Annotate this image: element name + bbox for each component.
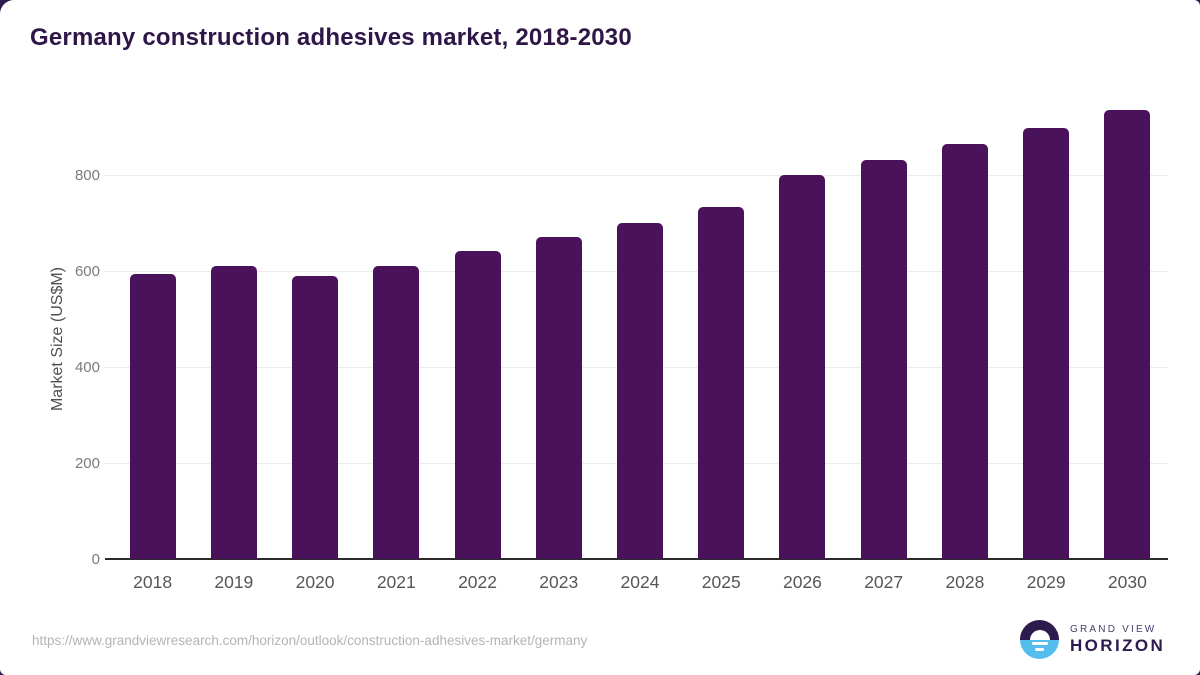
- source-url: https://www.grandviewresearch.com/horizo…: [32, 633, 588, 648]
- y-tick-label-0: 0: [91, 551, 100, 568]
- bar-2029: [1023, 127, 1070, 559]
- brand-logo: GRAND VIEW HORIZON: [1020, 620, 1165, 659]
- bar-2024: [617, 222, 663, 559]
- logo-horizon-text: HORIZON: [1070, 636, 1166, 655]
- x-tick-label-2020: 2020: [295, 572, 335, 592]
- x-tick-label-2028: 2028: [945, 572, 985, 592]
- x-tick-label-2025: 2025: [701, 572, 741, 592]
- bar-2023: [535, 237, 582, 559]
- logo-grand-view-text: GRAND VIEW: [1070, 624, 1157, 635]
- bar-2025: [698, 207, 745, 559]
- x-tick-label-2018: 2018: [133, 572, 173, 592]
- x-tick-label-2029: 2029: [1026, 572, 1066, 592]
- y-tick-label-800: 800: [74, 167, 100, 184]
- icon-reflection-line-2: [1035, 647, 1044, 651]
- chart-title: Germany construction adhesives market, 2…: [30, 24, 632, 51]
- logo-text: GRAND VIEW HORIZON: [1070, 624, 1165, 655]
- x-tick-label-2024: 2024: [620, 572, 660, 592]
- bar-2021: [373, 265, 420, 559]
- icon-reflection-line-1: [1031, 642, 1048, 646]
- x-tick-label-2019: 2019: [214, 572, 254, 592]
- x-axis-line: [105, 558, 1168, 560]
- x-tick-label-2027: 2027: [864, 572, 904, 592]
- bar-2027: [860, 160, 907, 559]
- bar-2026: [779, 175, 826, 559]
- bar-2030: [1104, 110, 1151, 559]
- y-tick-label-400: 400: [74, 359, 100, 376]
- y-tick-label-200: 200: [74, 455, 100, 472]
- x-tick-label-2021: 2021: [376, 572, 416, 592]
- bar-2028: [941, 144, 988, 559]
- icon-sun-dome: [1029, 629, 1050, 640]
- x-tick-label-2022: 2022: [458, 572, 497, 592]
- y-tick-label-600: 600: [74, 263, 100, 280]
- bar-2020: [292, 276, 339, 559]
- x-tick-label-2030: 2030: [1107, 572, 1147, 592]
- horizon-sunset-icon: [1020, 620, 1059, 659]
- x-tick-label-2026: 2026: [782, 572, 822, 592]
- bar-2018: [129, 274, 176, 559]
- gridline-800: [105, 175, 1168, 176]
- bar-2019: [210, 265, 257, 559]
- x-tick-label-2023: 2023: [539, 572, 579, 592]
- bar-2022: [454, 251, 501, 559]
